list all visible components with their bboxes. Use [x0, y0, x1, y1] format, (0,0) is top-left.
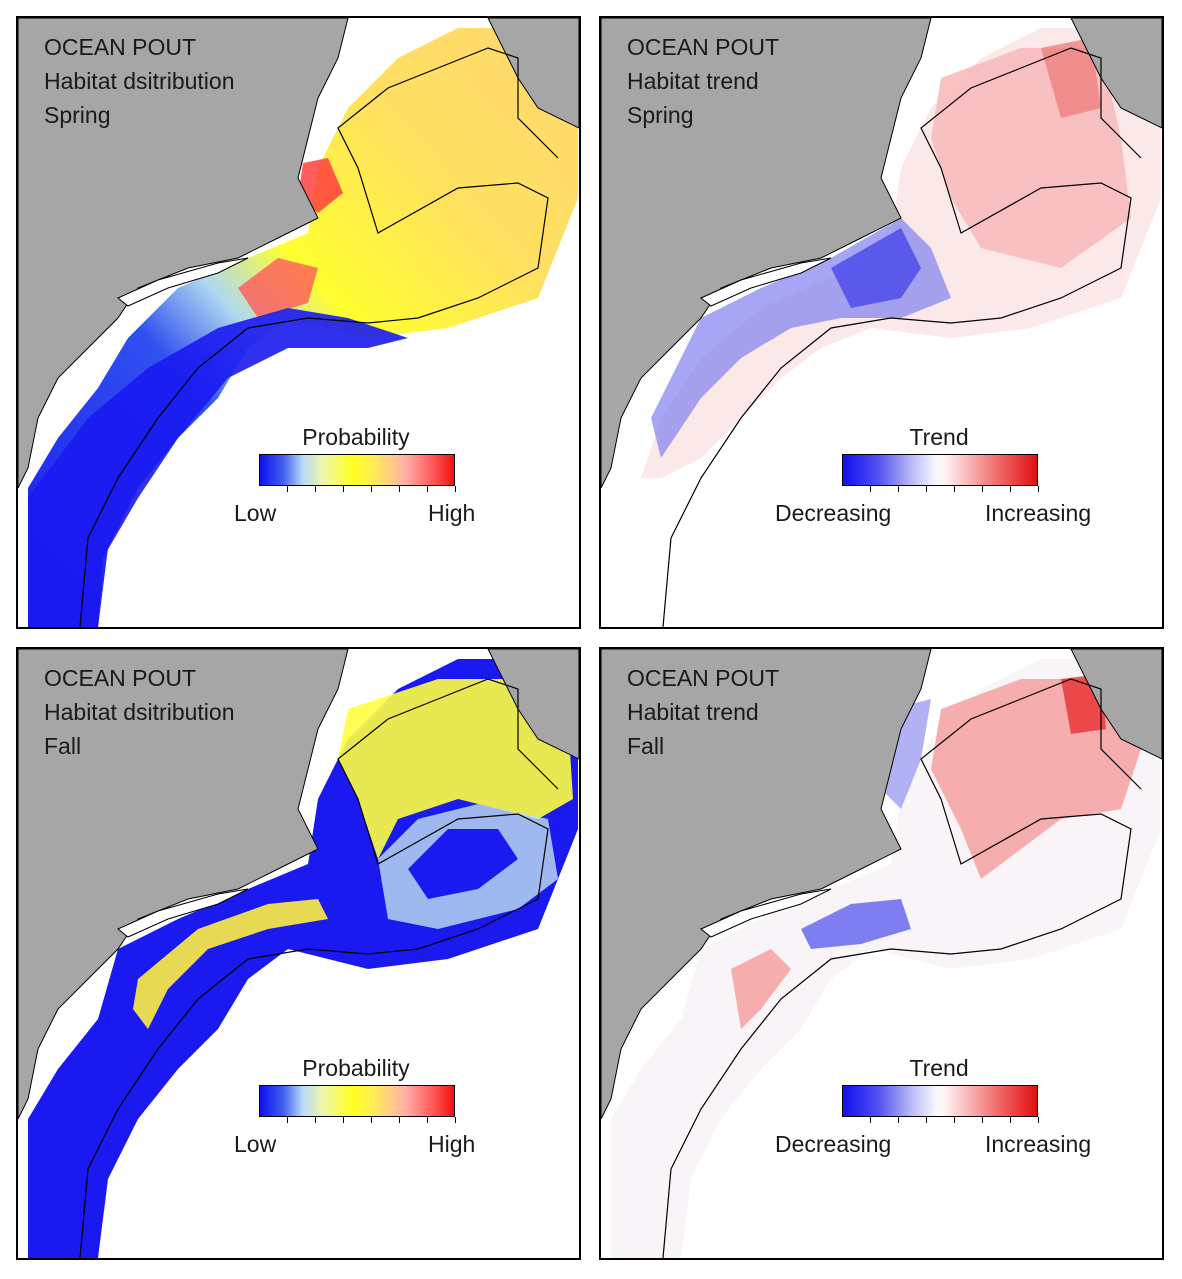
legend-low-label: Low	[234, 1131, 277, 1157]
legend-tick	[454, 1117, 456, 1123]
depth-contour	[79, 47, 559, 627]
depth-contour	[662, 678, 1142, 1258]
habitat-area	[28, 28, 578, 627]
mid-probability-band	[133, 899, 328, 1029]
legend-tick	[1009, 486, 1011, 492]
map-spring-distribution	[18, 18, 579, 627]
map-fall-distribution	[18, 649, 579, 1258]
legend-color-bar	[259, 454, 455, 486]
legend-tick	[953, 486, 955, 492]
high-region	[338, 679, 573, 859]
legend-tick	[314, 1117, 316, 1123]
legend-color-bar	[842, 1085, 1038, 1117]
high-probability-patch	[238, 258, 318, 318]
species-label: OCEAN POUT	[44, 34, 197, 60]
decreasing-patch	[831, 228, 921, 308]
depth-contour	[79, 678, 559, 1258]
legend-high-label: High	[428, 500, 476, 526]
legend-tick	[953, 1117, 955, 1123]
species-label: OCEAN POUT	[627, 665, 780, 691]
legend-tick	[426, 486, 428, 492]
legend-tick	[398, 486, 400, 492]
legend-high-label: Increasing	[985, 1131, 1092, 1157]
season-label: Spring	[44, 102, 111, 128]
legend-tick	[342, 486, 344, 492]
legend-tick	[342, 1117, 344, 1123]
depth-contour	[662, 47, 1142, 627]
increasing-patch	[731, 949, 791, 1029]
legend-tick	[370, 486, 372, 492]
land	[487, 649, 579, 760]
legend-tick	[426, 1117, 428, 1123]
map-panel-fall-trend: OCEAN POUT Habitat trend Fall Trend Decr…	[599, 647, 1164, 1260]
legend-high-label: Increasing	[985, 500, 1092, 526]
legend-title: Trend	[909, 424, 969, 450]
land	[601, 649, 932, 1120]
long-island	[117, 888, 249, 938]
map-type-label: Habitat trend	[627, 699, 759, 725]
legend-tick	[869, 486, 871, 492]
legend-tick	[398, 1117, 400, 1123]
map-panel-fall-distribution: OCEAN POUT Habitat dsitribution Fall Pro…	[16, 647, 581, 1260]
legend-tick	[925, 486, 927, 492]
map-fall-trend	[601, 649, 1162, 1258]
map-type-label: Habitat dsitribution	[44, 699, 235, 725]
map-spring-trend	[601, 18, 1162, 627]
legend-color-bar	[842, 454, 1038, 486]
legend-low-label: Low	[234, 500, 277, 526]
species-label: OCEAN POUT	[627, 34, 780, 60]
legend-title: Probability	[302, 1055, 410, 1081]
land	[18, 18, 349, 489]
deep-low-patch	[28, 308, 408, 627]
legend-title: Trend	[909, 1055, 969, 1081]
legend-tick	[1037, 486, 1039, 492]
decreasing-patch	[801, 899, 911, 949]
legend-tick	[1009, 1117, 1011, 1123]
long-island	[700, 257, 832, 307]
legend-color-bar	[259, 1085, 455, 1117]
legend-tick	[981, 1117, 983, 1123]
low-patch	[408, 829, 518, 899]
high-probability-patch	[298, 158, 343, 213]
long-island	[117, 257, 249, 307]
land	[18, 649, 349, 1120]
legend-low-label: Decreasing	[775, 1131, 892, 1157]
map-type-label: Habitat dsitribution	[44, 68, 235, 94]
legend-tick	[869, 1117, 871, 1123]
habitat-area	[28, 659, 578, 1258]
legend-low-label: Decreasing	[775, 500, 892, 526]
land	[1070, 18, 1162, 129]
legend-tick	[981, 486, 983, 492]
legend-tick	[370, 1117, 372, 1123]
legend-title: Probability	[302, 424, 410, 450]
land	[487, 18, 579, 129]
map-panel-spring-distribution: OCEAN POUT Habitat dsitribution Spring P…	[16, 16, 581, 629]
legend-tick	[286, 1117, 288, 1123]
long-island	[700, 888, 832, 938]
legend-tick	[286, 486, 288, 492]
legend-high-label: High	[428, 1131, 476, 1157]
season-label: Fall	[627, 733, 665, 759]
legend-tick	[897, 486, 899, 492]
map-type-label: Habitat trend	[627, 68, 759, 94]
legend-tick	[897, 1117, 899, 1123]
legend-tick	[925, 1117, 927, 1123]
legend-tick	[314, 486, 316, 492]
season-label: Fall	[44, 733, 82, 759]
species-label: OCEAN POUT	[44, 665, 197, 691]
land	[601, 18, 932, 489]
season-label: Spring	[627, 102, 694, 128]
land	[1070, 649, 1162, 760]
map-panel-spring-trend: OCEAN POUT Habitat trend Spring Trend De…	[599, 16, 1164, 629]
legend-tick	[454, 486, 456, 492]
increasing-patch	[1041, 38, 1101, 118]
legend-tick	[1037, 1117, 1039, 1123]
